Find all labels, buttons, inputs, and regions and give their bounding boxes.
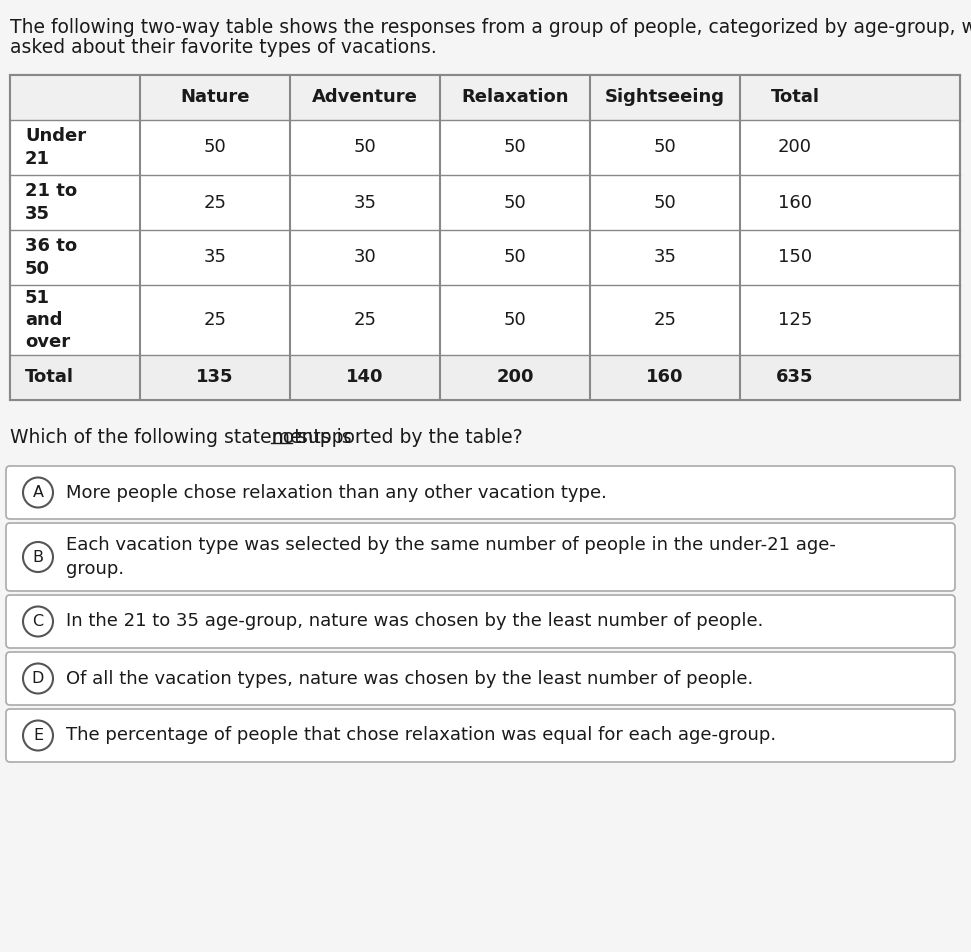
- Circle shape: [23, 478, 53, 507]
- Text: Adventure: Adventure: [312, 89, 418, 107]
- Text: D: D: [32, 671, 45, 686]
- Text: Of all the vacation types, nature was chosen by the least number of people.: Of all the vacation types, nature was ch…: [66, 669, 753, 687]
- Text: 635: 635: [776, 368, 814, 387]
- Text: The following two-way table shows the responses from a group of people, categori: The following two-way table shows the re…: [10, 18, 971, 37]
- Text: supported by the table?: supported by the table?: [292, 428, 522, 447]
- Text: 50: 50: [504, 193, 526, 211]
- Text: 135: 135: [196, 368, 234, 387]
- Text: 25: 25: [204, 193, 226, 211]
- Text: 200: 200: [496, 368, 534, 387]
- Bar: [10, 75, 960, 120]
- Text: A: A: [32, 485, 44, 500]
- Text: More people chose relaxation than any other vacation type.: More people chose relaxation than any ot…: [66, 484, 607, 502]
- FancyBboxPatch shape: [6, 709, 955, 762]
- Text: 160: 160: [647, 368, 684, 387]
- Text: 21 to
35: 21 to 35: [25, 183, 77, 223]
- FancyBboxPatch shape: [6, 466, 955, 519]
- Text: 35: 35: [653, 248, 677, 267]
- Text: C: C: [32, 614, 44, 629]
- Text: 35: 35: [353, 193, 377, 211]
- Text: 30: 30: [353, 248, 377, 267]
- Text: Sightseeing: Sightseeing: [605, 89, 725, 107]
- Text: 25: 25: [653, 311, 677, 329]
- Text: In the 21 to 35 age-group, nature was chosen by the least number of people.: In the 21 to 35 age-group, nature was ch…: [66, 612, 763, 630]
- FancyBboxPatch shape: [6, 595, 955, 648]
- Circle shape: [23, 721, 53, 750]
- Bar: [10, 75, 960, 400]
- Text: 50: 50: [653, 138, 677, 156]
- Text: 35: 35: [204, 248, 226, 267]
- Text: 160: 160: [778, 193, 812, 211]
- Text: Under
21: Under 21: [25, 128, 86, 168]
- Text: Total: Total: [25, 368, 74, 387]
- Circle shape: [23, 542, 53, 572]
- Text: 50: 50: [504, 248, 526, 267]
- Bar: [10, 355, 960, 400]
- FancyBboxPatch shape: [6, 652, 955, 705]
- Text: not: not: [271, 428, 301, 447]
- Text: asked about their favorite types of vacations.: asked about their favorite types of vaca…: [10, 38, 437, 57]
- Circle shape: [23, 664, 53, 693]
- Text: 125: 125: [778, 311, 812, 329]
- Text: Which of the following statements is: Which of the following statements is: [10, 428, 357, 447]
- Text: 50: 50: [653, 193, 677, 211]
- Text: E: E: [33, 728, 43, 743]
- Text: 36 to
50: 36 to 50: [25, 237, 77, 278]
- Text: Total: Total: [771, 89, 820, 107]
- Text: Nature: Nature: [181, 89, 250, 107]
- Text: 50: 50: [204, 138, 226, 156]
- Text: 50: 50: [504, 311, 526, 329]
- Text: 200: 200: [778, 138, 812, 156]
- Text: 25: 25: [204, 311, 226, 329]
- Text: 50: 50: [353, 138, 377, 156]
- Text: 140: 140: [347, 368, 384, 387]
- Text: Relaxation: Relaxation: [461, 89, 569, 107]
- Text: Each vacation type was selected by the same number of people in the under-21 age: Each vacation type was selected by the s…: [66, 536, 836, 578]
- Text: The percentage of people that chose relaxation was equal for each age-group.: The percentage of people that chose rela…: [66, 726, 776, 744]
- FancyBboxPatch shape: [6, 523, 955, 591]
- Text: 25: 25: [353, 311, 377, 329]
- Text: 51
and
over: 51 and over: [25, 288, 70, 351]
- Text: B: B: [32, 549, 44, 565]
- Text: 50: 50: [504, 138, 526, 156]
- Text: 150: 150: [778, 248, 812, 267]
- Circle shape: [23, 606, 53, 637]
